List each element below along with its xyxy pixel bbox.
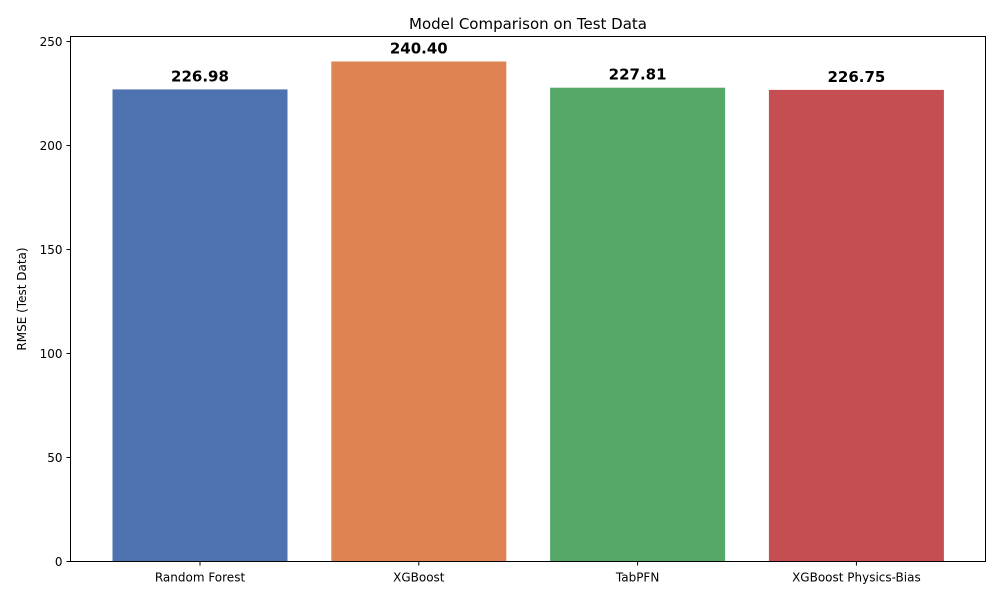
x-tick-label: XGBoost	[393, 571, 445, 585]
x-tick-label: Random Forest	[155, 571, 246, 585]
y-tick-label: 250	[40, 35, 63, 49]
y-tick-label: 50	[47, 451, 62, 465]
bars-layer	[112, 61, 944, 562]
plot-frame	[70, 36, 986, 562]
chart-title: Model Comparison on Test Data	[409, 15, 647, 33]
x-axis: Random Forest XGBoost TabPFN XGBoost Physic…	[155, 561, 921, 585]
bar-tabpfn	[550, 87, 726, 562]
data-labels-layer: 226.98 240.40 227.81 226.75	[171, 40, 885, 86]
y-tick-label: 200	[40, 139, 63, 153]
bar-random-forest	[112, 89, 288, 562]
y-tick-label: 150	[40, 243, 63, 257]
y-tick-label: 0	[55, 555, 63, 569]
x-tick-label: TabPFN	[615, 571, 659, 585]
bar-value-label: 227.81	[609, 66, 667, 84]
bar-value-label: 226.98	[171, 67, 229, 85]
x-tick-label: XGBoost Physics-Bias	[792, 571, 921, 585]
bar-xgboost-physics-bias	[768, 89, 944, 562]
y-axis-label: RMSE (Test Data)	[15, 247, 29, 350]
bar-value-label: 240.40	[390, 40, 448, 58]
y-axis: 0 50 100 150 200 250	[40, 35, 71, 569]
bar-xgboost	[331, 61, 507, 562]
bar-value-label: 226.75	[827, 68, 885, 86]
y-tick-label: 100	[40, 347, 63, 361]
